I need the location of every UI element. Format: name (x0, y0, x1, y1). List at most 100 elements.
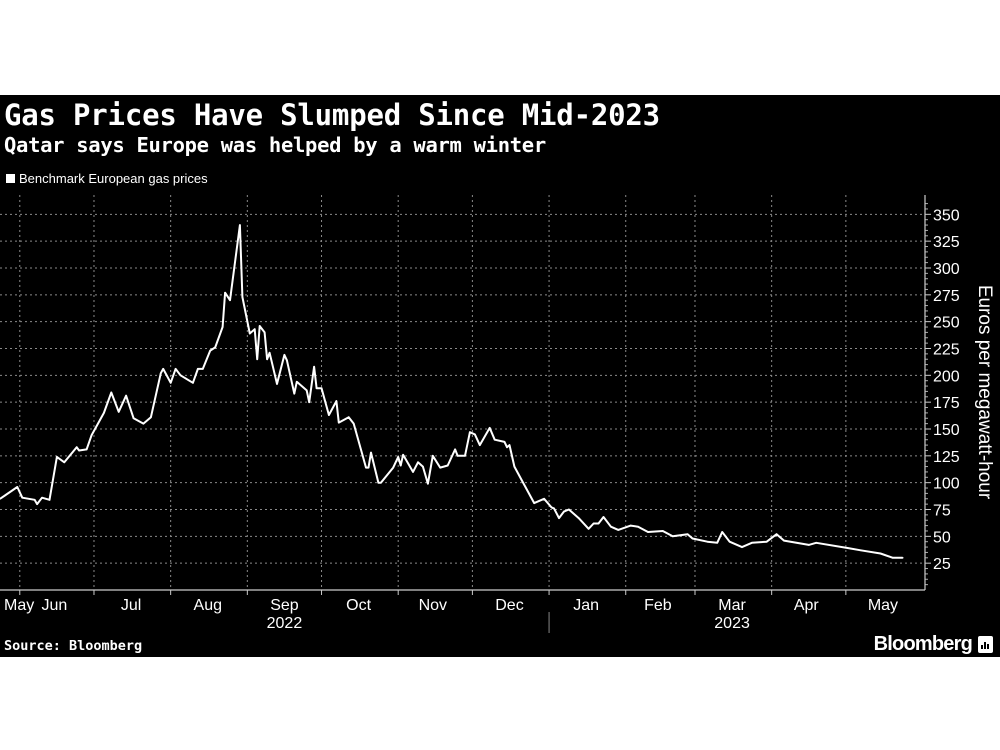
x-tick-label: Feb (644, 597, 672, 614)
chart-subtitle: Qatar says Europe was helped by a warm w… (4, 133, 546, 157)
data-point (295, 380, 298, 383)
data-point (775, 533, 778, 535)
data-point (783, 539, 785, 542)
data-point (629, 524, 632, 527)
data-point (543, 497, 545, 500)
y-tick-label: 225 (933, 341, 960, 358)
data-point (308, 401, 310, 403)
data-point (365, 466, 367, 469)
data-point (197, 368, 199, 370)
x-tick-label: Mar (718, 597, 746, 614)
data-point (283, 354, 286, 356)
data-point (446, 464, 449, 467)
data-point (577, 517, 580, 519)
legend: Benchmark European gas prices (6, 171, 208, 186)
data-point (174, 368, 177, 370)
x-tick-label: Sep (270, 597, 299, 614)
axes: 25 50 75 100 125 150 175 200 225 250 275 300 325 350 M… (0, 195, 960, 633)
data-point (110, 391, 113, 394)
data-point (456, 455, 459, 457)
data-point (493, 438, 496, 441)
data-point (56, 456, 58, 458)
y-tick-label: 325 (933, 234, 960, 251)
data-point (506, 446, 508, 449)
data-point (335, 400, 338, 402)
data-point (847, 547, 850, 549)
data-point (533, 502, 536, 504)
data-point (63, 461, 66, 464)
legend-label: Benchmark European gas prices (19, 171, 208, 186)
legend-swatch (6, 174, 15, 183)
data-point (392, 466, 395, 469)
data-point (602, 516, 605, 518)
data-point (162, 368, 165, 370)
series-line (0, 224, 903, 559)
data-point (320, 387, 323, 390)
data-point (159, 372, 162, 374)
data-point (370, 451, 372, 454)
y-tick-label: 125 (933, 449, 960, 466)
data-point (377, 481, 380, 484)
data-point (293, 392, 296, 395)
data-point (263, 331, 266, 334)
data-point (328, 414, 330, 416)
data-point (221, 326, 224, 328)
data-point (125, 394, 127, 397)
data-point (209, 349, 212, 352)
data-point (691, 537, 694, 540)
data-point (169, 382, 172, 384)
data-point (568, 508, 570, 511)
x-tick-label: Dec (495, 597, 523, 614)
source-note: Source: Bloomberg (4, 638, 143, 654)
data-point (75, 446, 78, 449)
data-point (338, 421, 340, 424)
bloomberg-chart-icon (978, 636, 993, 653)
data-point (521, 479, 523, 482)
y-tick-label: 350 (933, 207, 960, 224)
x-tick-label: Oct (346, 597, 371, 614)
y-tick-label: 100 (933, 476, 960, 493)
data-point (617, 529, 620, 531)
data-point (716, 541, 719, 544)
chart-title: Gas Prices Have Slumped Since Mid-2023 (4, 98, 660, 132)
data-point (706, 540, 709, 543)
x-tick-label: Nov (419, 597, 447, 614)
x-year-label: 2022 (267, 615, 303, 632)
data-point (132, 417, 135, 420)
data-point (563, 510, 565, 513)
bloomberg-logo: Bloomberg (873, 633, 973, 655)
data-point (469, 431, 471, 434)
data-point (432, 455, 434, 457)
data-point (417, 461, 419, 464)
x-tick-label: Jun (42, 597, 68, 614)
x-tick-label: May (4, 597, 34, 614)
data-point (214, 346, 216, 349)
data-point (268, 351, 271, 354)
data-point (592, 522, 595, 525)
data-point (48, 499, 51, 501)
data-point (508, 444, 511, 446)
data-point (686, 533, 689, 535)
data-point (229, 299, 231, 301)
data-point (597, 522, 600, 525)
data-point (807, 544, 810, 546)
data-point (85, 448, 88, 451)
data-point (488, 427, 491, 429)
data-point (192, 382, 194, 384)
data-point (253, 328, 256, 330)
data-point (33, 499, 36, 501)
data-point (313, 365, 315, 368)
y-tick-label: 150 (933, 422, 960, 439)
data-point (513, 465, 516, 468)
data-point (4, 494, 6, 497)
data-point (21, 496, 24, 499)
data-point (879, 552, 882, 555)
y-tick-label: 200 (933, 368, 960, 385)
data-point (454, 448, 456, 451)
data-point (202, 368, 204, 370)
data-point (553, 507, 555, 510)
data-point (815, 541, 817, 544)
data-point (248, 332, 251, 335)
data-point (662, 530, 664, 532)
data-point (266, 358, 268, 361)
